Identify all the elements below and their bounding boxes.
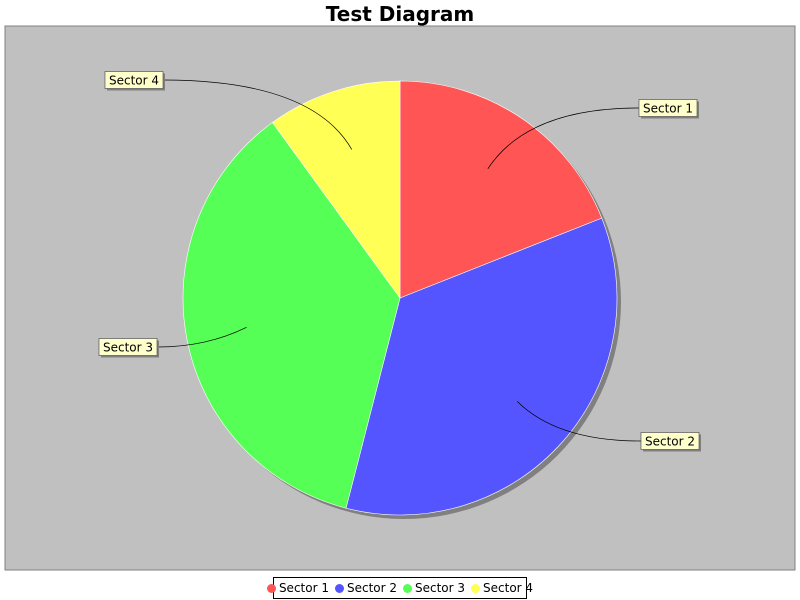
- legend-label-2: Sector 2: [346, 581, 397, 595]
- legend-item-4: Sector 4: [471, 581, 533, 595]
- label-leader-line-3: [157, 326, 247, 348]
- legend-swatch-2: [334, 583, 344, 593]
- pie-slice-3[interactable]: [182, 122, 401, 509]
- legend-item-2: Sector 2: [334, 581, 397, 595]
- slice-label-box-4: [104, 71, 164, 89]
- slice-label-3: Sector 3: [103, 341, 153, 355]
- legend-item-3: Sector 3: [403, 581, 465, 595]
- slice-label-1: Sector 1: [643, 102, 693, 116]
- slice-label-2: Sector 2: [645, 435, 695, 449]
- legend-swatch-4: [471, 583, 481, 593]
- label-leader-line-1: [487, 107, 639, 169]
- label-leader-line-2: [516, 401, 641, 442]
- legend-label-3: Sector 3: [415, 581, 466, 595]
- legend: Sector 1 Sector 2 Sector 3 Sector 4: [266, 577, 533, 599]
- slice-label-box-3: [98, 338, 158, 356]
- slice-label-box-1: [638, 99, 698, 117]
- legend-label-4: Sector 4: [483, 581, 534, 595]
- pie-slice-4[interactable]: [272, 80, 401, 299]
- legend-label-1: Sector 1: [278, 581, 329, 595]
- label-leader-line-4: [163, 79, 353, 150]
- legend-swatch-1: [266, 583, 276, 593]
- pie-slice-2[interactable]: [345, 217, 618, 516]
- chart-title: Test Diagram: [325, 2, 475, 26]
- pie-slice-1[interactable]: [399, 80, 603, 299]
- slice-label-box-2: [640, 432, 700, 450]
- slice-label-4: Sector 4: [109, 74, 159, 88]
- legend-item-1: Sector 1: [266, 581, 329, 595]
- legend-swatch-3: [403, 583, 412, 593]
